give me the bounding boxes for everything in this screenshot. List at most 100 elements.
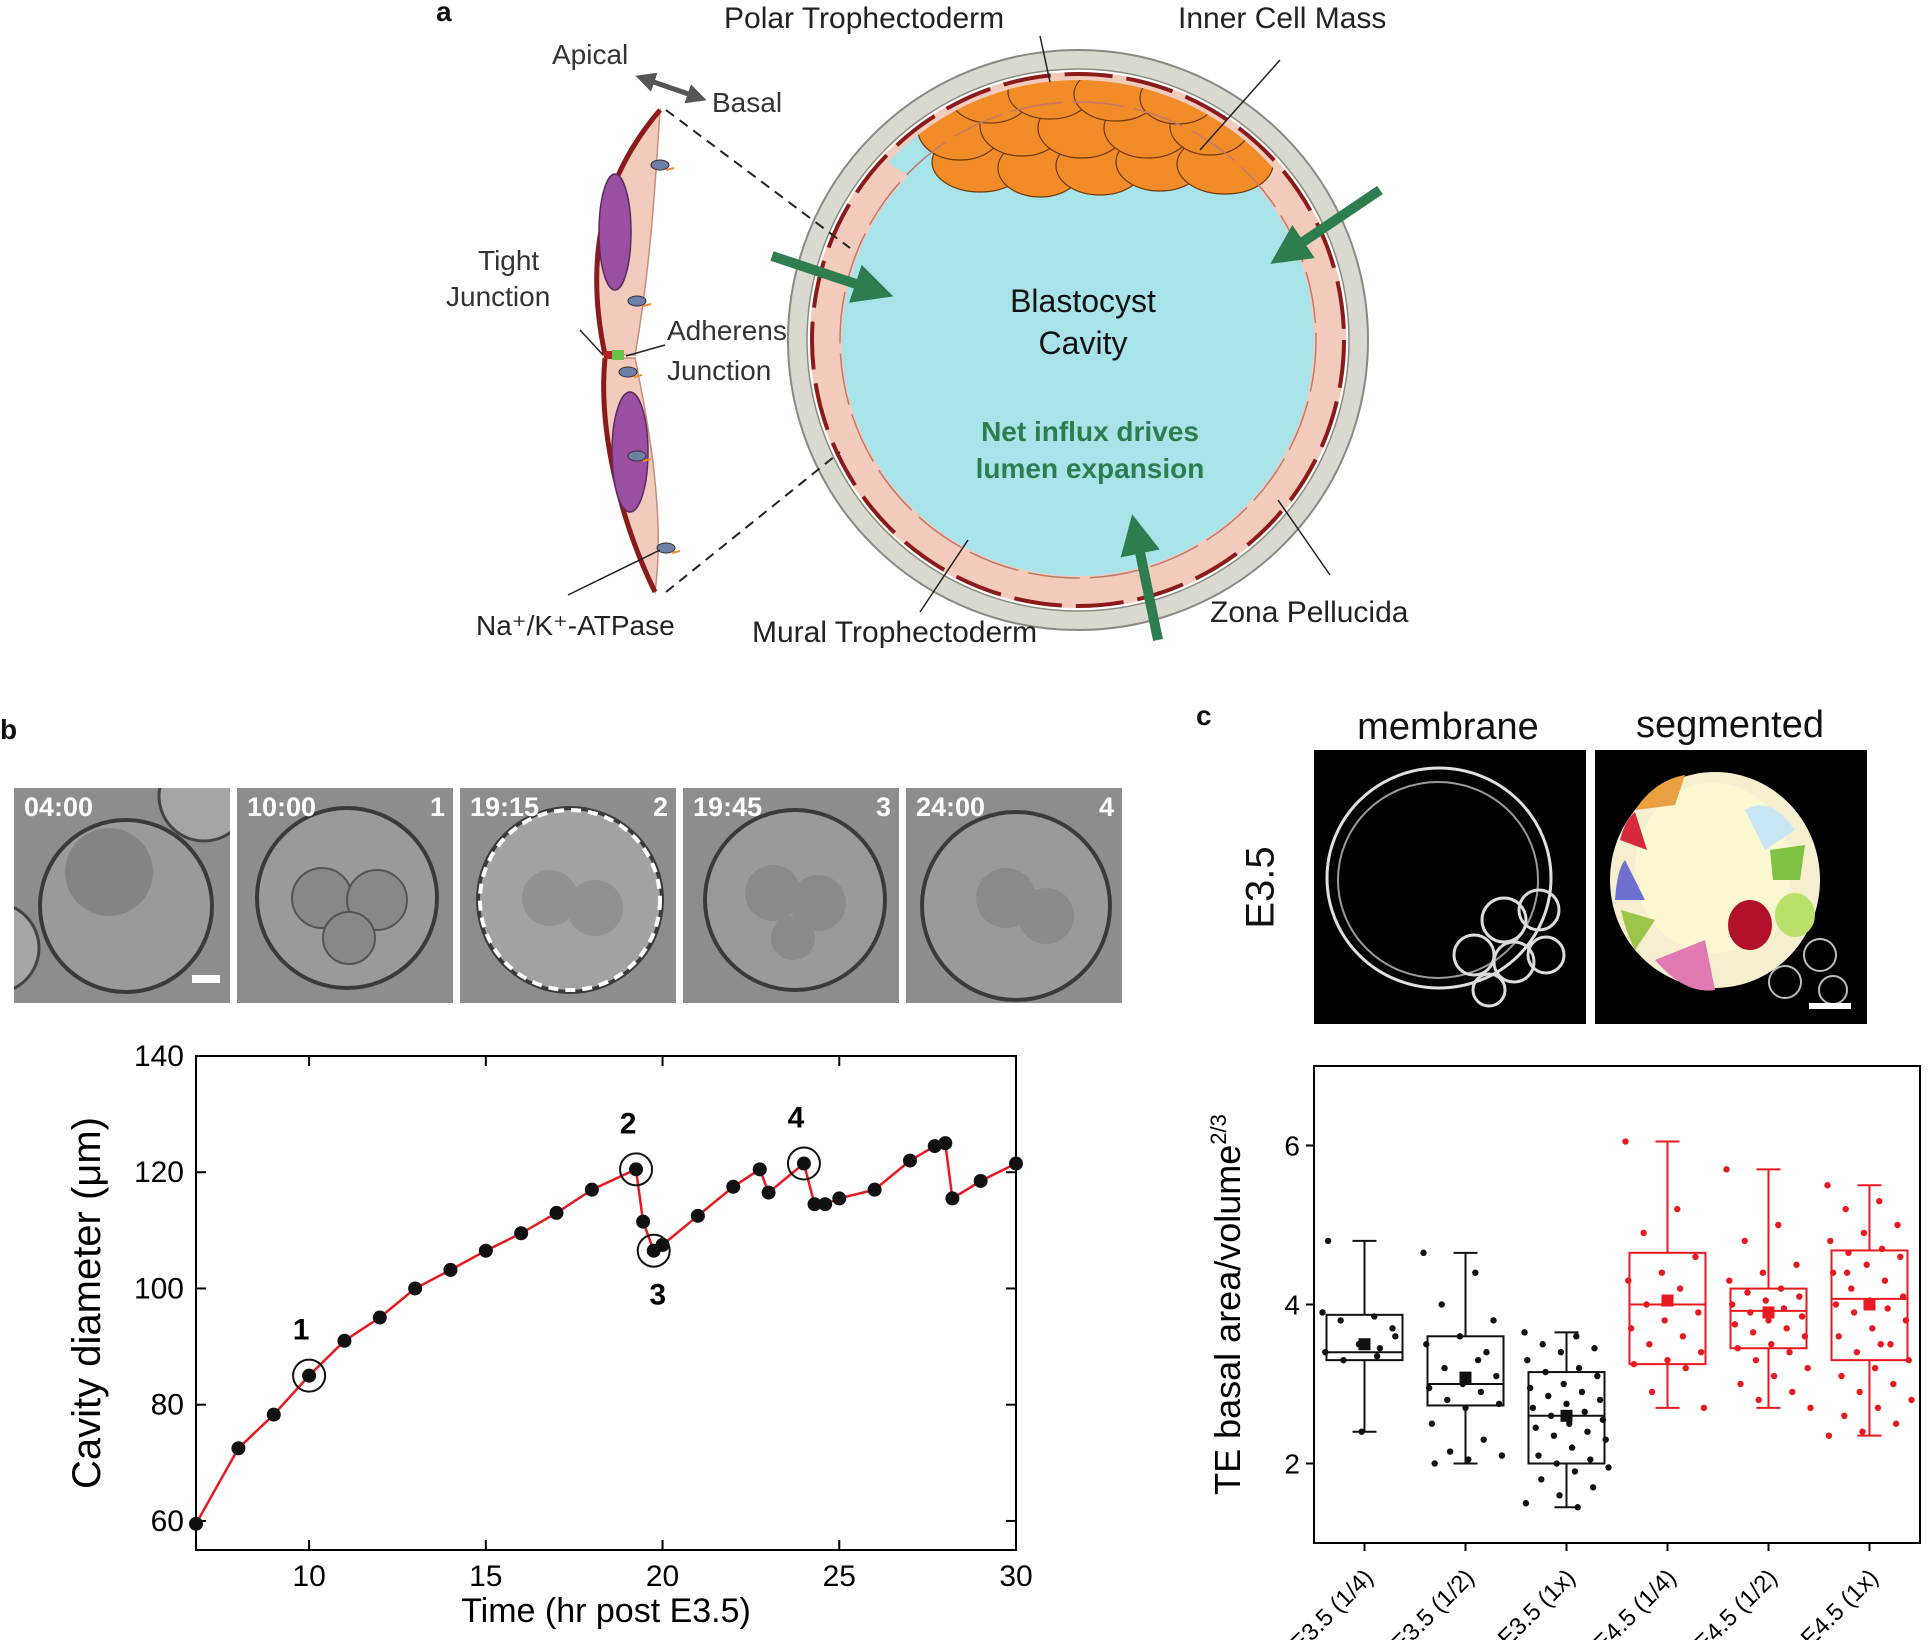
data-point	[1770, 1372, 1778, 1380]
mean-marker	[1661, 1294, 1674, 1307]
data-point	[1853, 1349, 1861, 1356]
data-point	[1897, 1253, 1904, 1260]
data-point	[189, 1516, 203, 1531]
data-point	[1575, 1364, 1583, 1372]
data-point	[1728, 1301, 1736, 1308]
data-point	[1832, 1301, 1840, 1308]
nucleus-lower	[611, 391, 649, 513]
data-point	[1890, 1380, 1897, 1388]
data-point	[337, 1333, 352, 1348]
label-blastocyst-cavity-1: Blastocyst	[1010, 283, 1156, 319]
brightfield-frame-4: 19:45 3	[683, 788, 899, 1003]
data-point	[266, 1407, 281, 1422]
data-point	[584, 1182, 599, 1197]
x-tick-label: 30	[999, 1560, 1032, 1593]
data-point	[1337, 1317, 1344, 1324]
frame-2-time: 10:00	[247, 792, 317, 822]
data-point	[655, 1237, 670, 1252]
data-point	[1798, 1313, 1806, 1320]
frame-4-time: 19:45	[693, 792, 763, 822]
x-tick-label: E4.5 (1/4)	[1588, 1564, 1682, 1640]
data-point	[1560, 1380, 1567, 1388]
data-point	[1599, 1416, 1607, 1423]
data-point	[1557, 1349, 1565, 1356]
label-tight-junction-2: Junction	[446, 281, 550, 312]
data-point	[1438, 1301, 1445, 1308]
data-point	[927, 1139, 942, 1154]
data-point	[761, 1185, 776, 1200]
data-point	[1589, 1484, 1597, 1491]
data-point	[1498, 1452, 1506, 1459]
data-point	[1860, 1229, 1868, 1237]
influx-arrow-right	[1270, 185, 1383, 264]
annotation-circle	[292, 1358, 327, 1393]
data-point	[1845, 1249, 1852, 1257]
data-point	[1358, 1428, 1365, 1435]
data-point	[1734, 1345, 1741, 1352]
data-point	[1009, 1156, 1023, 1171]
data-point	[1542, 1368, 1549, 1376]
data-point	[514, 1226, 529, 1241]
data-point	[1737, 1380, 1744, 1388]
influx-arrow-left	[770, 251, 894, 303]
annotation-circle	[619, 1152, 654, 1187]
data-point	[1480, 1436, 1487, 1443]
data-point	[1545, 1392, 1552, 1400]
data-point	[1775, 1221, 1782, 1229]
te-cells-zoom	[594, 107, 681, 595]
scale-bar	[1809, 1003, 1851, 1009]
x-tick-label: 25	[823, 1560, 856, 1593]
data-point	[1752, 1356, 1760, 1364]
data-point	[1373, 1352, 1381, 1360]
data-point	[1625, 1277, 1632, 1284]
data-point	[302, 1368, 317, 1383]
data-point	[818, 1197, 833, 1212]
data-point	[1695, 1309, 1702, 1316]
data-point	[1664, 1356, 1671, 1364]
data-point	[1749, 1329, 1757, 1336]
data-point	[1700, 1404, 1708, 1412]
data-point	[549, 1205, 564, 1220]
data-point	[973, 1173, 988, 1188]
data-point	[1796, 1293, 1803, 1300]
data-point	[1804, 1364, 1811, 1372]
data-point	[1679, 1333, 1687, 1340]
data-point	[796, 1156, 811, 1171]
data-point	[832, 1191, 847, 1206]
data-point	[1483, 1349, 1490, 1356]
brightfield-frame-2: 10:00 1	[237, 788, 453, 1003]
label-apical: Apical	[552, 39, 628, 70]
data-point	[1841, 1412, 1848, 1419]
influx-arrow-bottom	[1120, 514, 1163, 642]
data-point	[1807, 1404, 1814, 1412]
series-line	[194, 1141, 1017, 1525]
data-point	[1420, 1249, 1427, 1257]
data-point	[1848, 1285, 1855, 1292]
label-zona-pellucida: Zona Pellucida	[1210, 596, 1409, 629]
y-axis-exponent: 2/3	[1206, 1114, 1231, 1145]
label-mural-trophectoderm: Mural Trophectoderm	[752, 616, 1037, 649]
data-point	[1563, 1400, 1570, 1408]
data-point	[1674, 1205, 1681, 1213]
data-point	[1591, 1345, 1598, 1352]
data-point	[1863, 1261, 1870, 1268]
data-point	[1547, 1412, 1555, 1419]
panel-label-b: b	[0, 714, 18, 745]
label-tight-junction-1: Tight	[478, 245, 539, 276]
y-tick-label: 80	[151, 1389, 184, 1422]
data-point	[1908, 1396, 1915, 1404]
stage-label-e35: E3.5	[1238, 846, 1283, 929]
data-point	[1640, 1229, 1647, 1237]
data-point	[1602, 1436, 1609, 1443]
data-point	[1894, 1221, 1901, 1229]
data-point	[1842, 1205, 1849, 1213]
data-point	[1755, 1396, 1762, 1404]
frame-4-index: 3	[875, 792, 891, 822]
data-point	[1765, 1317, 1772, 1324]
x-tick-label: 10	[292, 1560, 325, 1593]
data-point	[231, 1441, 246, 1456]
data-point	[1661, 1317, 1668, 1324]
segmented-title: segmented	[1635, 704, 1824, 746]
data-point	[1731, 1321, 1739, 1328]
y-tick-label: 60	[151, 1505, 184, 1538]
